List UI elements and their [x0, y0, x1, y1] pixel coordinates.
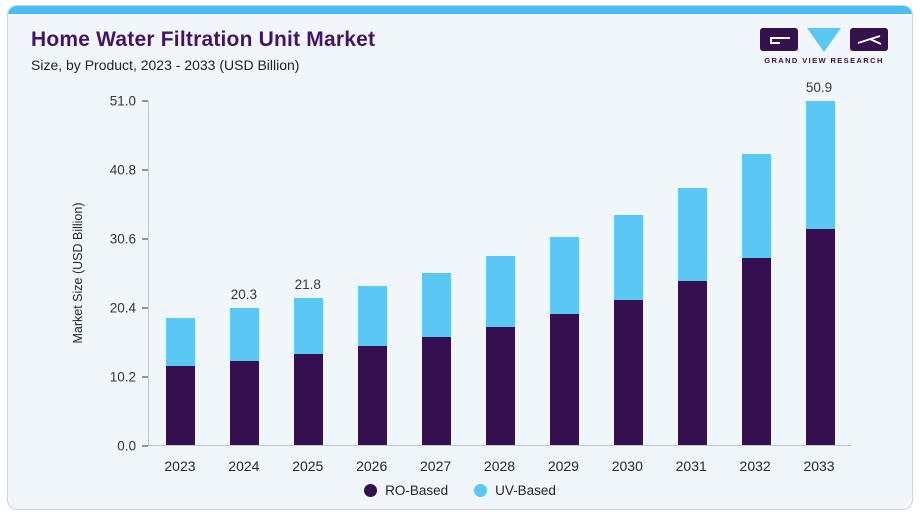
bar-segment-uv-2033: [805, 100, 835, 230]
bar-segment-ro-2023: [166, 365, 196, 445]
bar-segment-uv-2024: [230, 307, 260, 362]
bar-group-2026: [358, 286, 388, 445]
bar-segment-ro-2033: [805, 229, 835, 445]
y-tick-label: 30.6: [109, 231, 136, 247]
logo-brand-text: GRAND VIEW RESEARCH: [764, 56, 884, 65]
logo-r-block: [850, 28, 888, 51]
x-tick-label-2030: 2030: [611, 458, 643, 474]
plot-area: [148, 100, 851, 446]
bar-segment-ro-2027: [422, 336, 452, 445]
bar-segment-ro-2032: [741, 258, 771, 445]
y-tick-mark: [142, 445, 148, 447]
bar-group-2032: [741, 154, 771, 445]
logo-g-glyph-icon: [770, 37, 790, 44]
bar-segment-ro-2031: [677, 281, 707, 445]
legend-dot-icon: [474, 484, 488, 497]
bar-segment-uv-2027: [422, 272, 452, 337]
bar-segment-ro-2025: [294, 354, 324, 445]
logo-g-block: [760, 28, 798, 51]
y-tick-label: 20.4: [109, 300, 136, 316]
x-tick-label-2028: 2028: [483, 458, 516, 474]
bar-group-2028: [486, 256, 515, 445]
bar-group-2033: [805, 100, 835, 445]
x-tick-label-2026: 2026: [356, 458, 388, 474]
y-tick-mark: [142, 307, 148, 309]
x-tick-label-2024: 2024: [228, 458, 260, 474]
chart-legend: RO-Based UV-Based: [8, 483, 912, 498]
logo-v-triangle-icon: [807, 28, 841, 52]
bar-segment-uv-2025: [294, 297, 324, 355]
chart-subtitle: Size, by Product, 2023 - 2033 (USD Billi…: [31, 57, 300, 73]
chart-card: Home Water Filtration Unit Market Size, …: [7, 5, 913, 510]
y-tick-mark: [142, 169, 148, 171]
bar-segment-uv-2030: [613, 215, 643, 300]
bar-segment-uv-2029: [549, 237, 579, 315]
legend-label: UV-Based: [495, 483, 556, 498]
bar-segment-uv-2031: [677, 187, 707, 282]
card-accent-strip: [8, 6, 912, 14]
x-tick-label-2023: 2023: [164, 458, 196, 474]
x-tick-label-2031: 2031: [675, 458, 707, 474]
bar-segment-ro-2026: [358, 346, 388, 445]
gvr-logo: GRAND VIEW RESEARCH: [760, 28, 888, 70]
y-tick-label: 51.0: [109, 93, 136, 109]
y-tick-label: 0.0: [117, 438, 136, 454]
bar-group-2024: [230, 307, 260, 445]
x-tick-label-2025: 2025: [292, 458, 324, 474]
y-tick-label: 40.8: [109, 162, 136, 178]
logo-r-glyph-icon: [857, 35, 882, 45]
bar-segment-ro-2029: [549, 314, 579, 445]
y-tick-mark: [142, 376, 148, 378]
legend-item-ro-based: RO-Based: [364, 483, 448, 498]
bar-value-label-2024: 20.3: [230, 286, 257, 302]
y-tick-label: 10.2: [109, 369, 136, 385]
bar-group-2023: [166, 317, 196, 445]
y-tick-mark: [142, 238, 148, 240]
page-title: Home Water Filtration Unit Market: [31, 28, 376, 51]
x-tick-label-2033: 2033: [803, 458, 835, 474]
legend-label: RO-Based: [385, 483, 449, 498]
bar-group-2027: [422, 272, 452, 446]
bar-segment-ro-2030: [613, 299, 643, 445]
bar-value-label-2033: 50.9: [805, 79, 833, 95]
bar-segment-uv-2026: [358, 286, 388, 347]
bar-group-2029: [549, 237, 579, 445]
x-tick-label-2032: 2032: [739, 458, 771, 474]
y-axis-title: Market Size (USD Billion): [71, 202, 85, 344]
bar-segment-ro-2028: [486, 326, 515, 445]
bar-segment-uv-2032: [741, 154, 771, 259]
x-tick-label-2029: 2029: [547, 458, 579, 474]
bar-group-2030: [613, 215, 643, 445]
bar-segment-uv-2028: [486, 256, 515, 327]
legend-dot-icon: [364, 484, 378, 497]
bar-value-label-2025: 21.8: [294, 276, 321, 292]
legend-item-uv-based: UV-Based: [474, 483, 556, 498]
bar-group-2031: [677, 187, 707, 445]
bar-segment-ro-2024: [230, 361, 260, 445]
bar-segment-uv-2023: [166, 317, 196, 366]
gvr-logo-blocks: [760, 28, 888, 52]
y-tick-mark: [142, 100, 148, 102]
x-tick-label-2027: 2027: [420, 458, 452, 474]
bar-group-2025: [294, 297, 324, 445]
